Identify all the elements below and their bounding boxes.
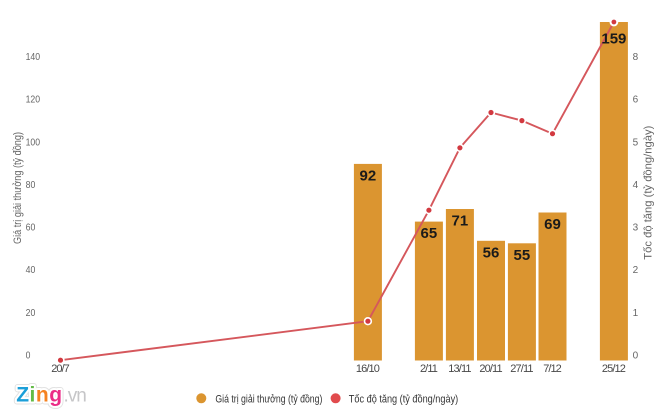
svg-text:2: 2	[633, 265, 639, 276]
svg-text:20/11: 20/11	[479, 363, 502, 375]
svg-text:20: 20	[26, 308, 36, 319]
svg-text:60: 60	[26, 223, 36, 234]
svg-text:65: 65	[421, 225, 438, 242]
svg-text:Giá trị giải thưởng (tỷ đồng): Giá trị giải thưởng (tỷ đồng)	[12, 132, 24, 244]
svg-text:Giá trị giải thưởng (tỷ đồng): Giá trị giải thưởng (tỷ đồng)	[215, 394, 322, 406]
svg-text:100: 100	[26, 137, 41, 148]
svg-text:0: 0	[26, 351, 31, 362]
svg-text:92: 92	[360, 168, 377, 185]
svg-text:71: 71	[452, 213, 469, 230]
svg-text:8: 8	[633, 52, 639, 63]
svg-text:16/10: 16/10	[356, 363, 380, 375]
svg-text:4: 4	[633, 180, 639, 191]
svg-text:13/11: 13/11	[448, 363, 471, 375]
svg-text:25/12: 25/12	[602, 363, 626, 375]
svg-text:120: 120	[26, 95, 41, 106]
svg-text:Tốc độ tăng (tỷ đồng/ngày): Tốc độ tăng (tỷ đồng/ngày)	[642, 126, 654, 260]
svg-text:7/12: 7/12	[543, 363, 562, 375]
svg-text:69: 69	[544, 216, 561, 233]
svg-text:5: 5	[633, 137, 639, 148]
svg-text:56: 56	[483, 244, 500, 261]
svg-text:55: 55	[514, 247, 531, 264]
svg-text:140: 140	[26, 52, 41, 63]
svg-text:27/11: 27/11	[510, 363, 533, 375]
svg-text:.vn: .vn	[64, 386, 87, 407]
svg-text:0: 0	[633, 351, 639, 362]
svg-text:20/7: 20/7	[51, 363, 70, 375]
svg-text:Tốc độ tăng (tỷ đồng/ngày): Tốc độ tăng (tỷ đồng/ngày)	[349, 394, 458, 406]
svg-text:Zing: Zing	[16, 384, 62, 407]
svg-text:40: 40	[26, 265, 36, 276]
svg-text:159: 159	[601, 30, 626, 47]
svg-text:1: 1	[633, 308, 639, 319]
svg-text:6: 6	[633, 95, 639, 106]
svg-text:Zing: Zing	[16, 384, 62, 407]
svg-text:3: 3	[633, 223, 639, 234]
svg-text:2/11: 2/11	[420, 363, 438, 375]
svg-text:80: 80	[26, 180, 36, 191]
